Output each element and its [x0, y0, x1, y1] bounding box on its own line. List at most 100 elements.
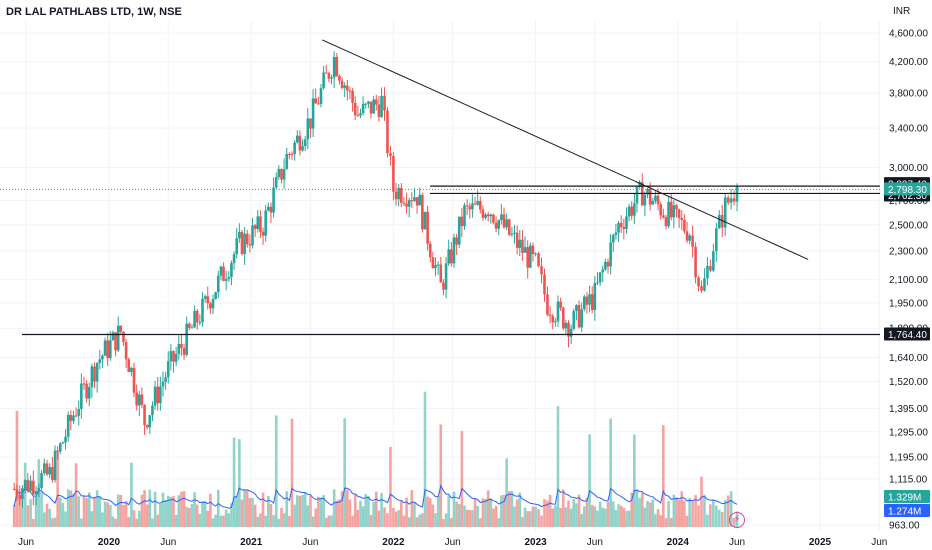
candle-up: [225, 279, 228, 281]
candle-up: [434, 265, 437, 268]
volume-bar: [521, 517, 524, 527]
volume-bar: [343, 418, 346, 527]
volume-bar: [524, 508, 527, 527]
time-axis[interactable]: Jun 2020 Jun 2021 Jun 2022 Jun 2023 Jun 2024 Jun 20…: [18, 537, 887, 548]
volume-bar: [143, 490, 146, 527]
candle-down: [709, 266, 712, 271]
volume-bar: [40, 492, 43, 527]
volume-bar: [293, 505, 296, 527]
candle-up: [322, 73, 325, 89]
candle-down: [700, 286, 703, 290]
volume-bar: [667, 501, 670, 527]
candle-up: [511, 234, 514, 235]
candle-up: [599, 272, 602, 282]
volume-bar: [437, 496, 440, 527]
candle-up: [193, 311, 196, 328]
candle-down: [93, 366, 96, 381]
candle-up: [372, 100, 375, 114]
volume-bar: [364, 494, 367, 527]
volume-tag: 1.329M: [888, 493, 921, 504]
candle-down: [426, 212, 429, 244]
y-tick-label: 1,520.00: [889, 377, 928, 388]
candle-up: [654, 196, 657, 201]
candle-down: [291, 154, 294, 155]
candle-down: [411, 200, 414, 201]
volume-bar: [351, 516, 354, 527]
candle-up: [458, 217, 461, 245]
candle-down: [503, 214, 506, 227]
volume-bar: [16, 411, 19, 527]
volume-bar: [48, 509, 51, 527]
candle-up: [604, 262, 607, 270]
candle-up: [712, 251, 715, 270]
volume-bar: [307, 505, 310, 527]
candle-down: [346, 86, 349, 91]
candle-down: [172, 351, 175, 362]
volume-bar: [706, 515, 709, 527]
volume-bar: [114, 519, 117, 527]
volume-bar: [516, 499, 519, 527]
candle-up: [88, 387, 91, 398]
volume-bar: [615, 510, 618, 527]
candle-up: [21, 488, 24, 499]
candle-down: [351, 91, 354, 103]
volume-bar: [654, 514, 657, 527]
candle-up: [256, 216, 259, 229]
volume-bar: [359, 501, 362, 527]
candle-down: [521, 240, 524, 253]
volume-bar: [572, 499, 575, 527]
candle-down: [440, 265, 443, 283]
candle-up: [235, 238, 238, 254]
volume-bar: [151, 518, 154, 527]
candle-up: [609, 242, 612, 266]
candle-down: [442, 283, 445, 290]
y-tick-label: 2,500.00: [889, 220, 928, 231]
volume-bar: [122, 505, 125, 527]
candle-down: [607, 262, 610, 267]
candle-down: [83, 384, 86, 385]
candle-up: [233, 254, 236, 263]
volume-bar: [432, 505, 435, 527]
candle-up: [164, 377, 167, 382]
y-tick-label: 963.00: [889, 521, 920, 532]
x-tick-label: 2024: [667, 537, 690, 548]
candle-down: [143, 405, 146, 425]
volume-bar: [56, 451, 59, 527]
volume-bar: [620, 506, 623, 527]
candle-up: [80, 384, 83, 409]
drawings[interactable]: [0, 40, 880, 335]
candle-down: [354, 103, 357, 115]
volume-bar: [46, 504, 49, 527]
candle-up: [64, 437, 67, 443]
candle-up: [367, 102, 370, 104]
candle-down: [697, 277, 700, 286]
candle-up: [177, 344, 180, 354]
volume-bar: [526, 511, 529, 527]
volume-bar: [657, 509, 660, 527]
candle-down: [280, 169, 283, 180]
candle-down: [46, 463, 49, 474]
volume-bar: [559, 508, 562, 527]
candle-down: [680, 218, 683, 220]
candle-up: [138, 395, 141, 406]
candle-up: [149, 415, 152, 427]
volume-bar: [133, 510, 136, 527]
volume-bar: [411, 490, 414, 527]
volume-bar: [588, 434, 591, 527]
candle-down: [468, 206, 471, 209]
lightning-icon[interactable]: ⚡: [729, 512, 745, 528]
x-tick-label: Jun: [160, 537, 176, 548]
price-axis[interactable]: 4,600.00 4,200.00 3,800.00 3,400.00 3,000.00…: [889, 29, 928, 532]
volume-bar: [251, 498, 254, 527]
volume-bar: [222, 515, 225, 527]
candle-down: [482, 209, 485, 218]
volume-bar: [594, 506, 597, 527]
candle-down: [246, 234, 249, 245]
candle-down: [455, 237, 458, 244]
volume-bar: [601, 508, 604, 527]
trendline: [322, 40, 808, 259]
candle-down: [586, 297, 589, 305]
candle-down: [546, 294, 549, 314]
y-tick-label: 4,600.00: [889, 29, 928, 40]
